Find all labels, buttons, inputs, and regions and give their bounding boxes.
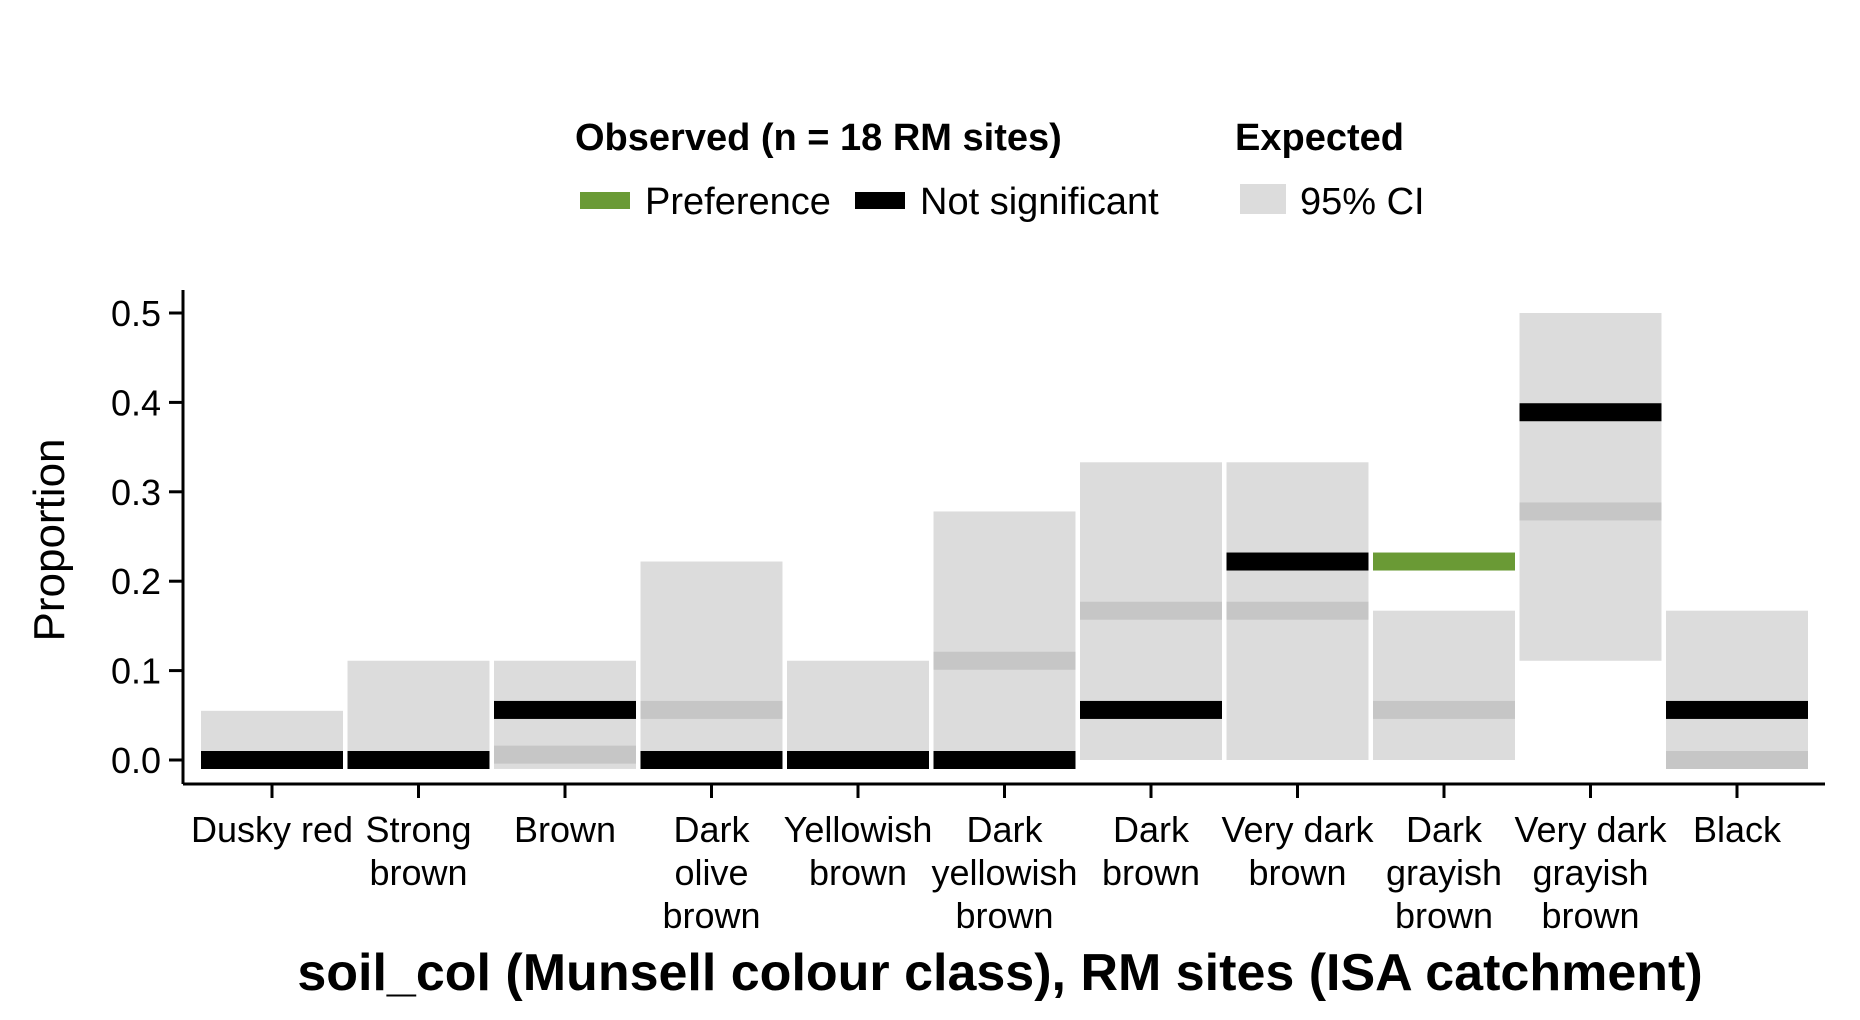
- ci-bar: [1373, 610, 1515, 760]
- ci-bar: [1519, 313, 1662, 661]
- plot-area: [201, 313, 1808, 769]
- legend-expected-title: Expected: [1235, 117, 1404, 159]
- expected-mean-line: [1373, 700, 1515, 719]
- x-tick-label: Yellowish brown: [784, 809, 933, 893]
- ci-bar: [1666, 610, 1808, 760]
- legend-observed-title: Observed (n = 18 RM sites): [575, 117, 1062, 159]
- x-tick-label: Strong brown: [365, 809, 471, 893]
- observed-line: [640, 751, 783, 769]
- expected-mean-line: [1226, 601, 1369, 620]
- expected-mean-line: [640, 700, 783, 719]
- ci-bar: [640, 561, 783, 760]
- y-axis-title: Proportion: [25, 438, 74, 641]
- y-tick-label: 0.1: [111, 651, 161, 692]
- y-tick-label: 0.0: [111, 740, 161, 781]
- observed-line: [494, 700, 636, 719]
- legend-preference-swatch: [580, 192, 630, 209]
- y-tick-label: 0.3: [111, 472, 161, 513]
- legend: Observed (n = 18 RM sites) Expected Pref…: [575, 117, 1425, 223]
- ci-bar: [933, 511, 1076, 760]
- observed-line: [347, 751, 490, 769]
- observed-line: [1226, 552, 1369, 571]
- x-tick-label: Dark olive brown: [662, 809, 760, 936]
- legend-not-significant-swatch: [855, 192, 905, 209]
- x-tick-label: Brown: [514, 809, 616, 850]
- legend-ci-label: 95% CI: [1300, 181, 1425, 223]
- observed-line: [1080, 700, 1222, 719]
- legend-ci-swatch: [1240, 184, 1286, 214]
- observed-line: [787, 751, 929, 769]
- observed-line: [1373, 552, 1515, 571]
- expected-mean-line: [1666, 751, 1808, 769]
- x-tick-label: Very dark grayish brown: [1514, 809, 1667, 936]
- observed-line: [933, 751, 1076, 769]
- y-tick-label: 0.4: [111, 382, 161, 423]
- expected-mean-line: [1519, 502, 1662, 521]
- ci-bar: [787, 660, 929, 760]
- x-tick-label: Dark brown: [1102, 809, 1200, 893]
- x-tick-label: Very dark brown: [1221, 809, 1374, 893]
- legend-not-significant-label: Not significant: [920, 181, 1159, 223]
- observed-line: [201, 751, 343, 769]
- y-tick-label: 0.5: [111, 293, 161, 334]
- expected-mean-line: [933, 651, 1076, 670]
- legend-preference-label: Preference: [645, 181, 831, 223]
- ci-bar: [347, 660, 490, 760]
- x-tick-label: Dusky red: [191, 809, 353, 850]
- y-tick-label: 0.2: [111, 561, 161, 602]
- x-tick-label: Black: [1693, 809, 1782, 850]
- expected-mean-line: [494, 745, 636, 764]
- x-tick-label: Dark yellowish brown: [931, 809, 1077, 936]
- observed-line: [1666, 700, 1808, 719]
- x-axis-title: soil_col (Munsell colour class), RM site…: [297, 944, 1702, 1002]
- x-axis: Dusky red Strong brown Brown Dark olive brown Y…: [183, 782, 1825, 936]
- y-axis: 0.0 0.1 0.2 0.3 0.4 0.5: [111, 290, 185, 784]
- x-tick-label: Dark grayish brown: [1386, 809, 1502, 936]
- observed-line: [1519, 403, 1662, 422]
- expected-mean-line: [1080, 601, 1222, 620]
